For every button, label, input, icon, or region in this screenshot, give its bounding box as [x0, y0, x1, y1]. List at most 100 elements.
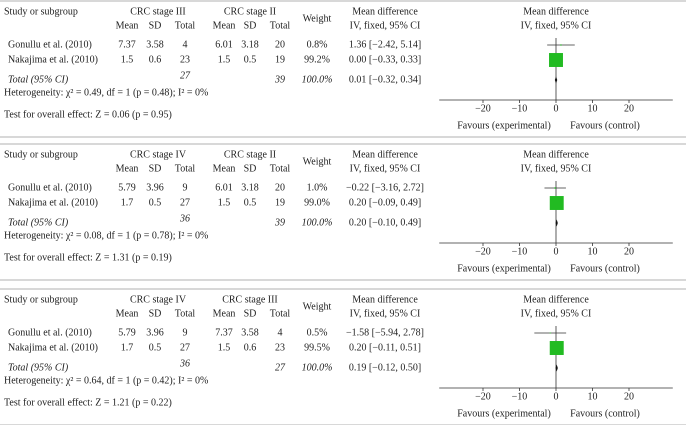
stat-cell: 3.96 — [146, 327, 164, 338]
stat-cell: 23 — [275, 342, 285, 353]
total-n: 27 — [180, 70, 191, 81]
stat-cell: 3.96 — [146, 182, 164, 193]
x-tick-label: 10 — [588, 246, 598, 257]
stat-cell: 19 — [275, 197, 285, 208]
md-header: Mean difference — [352, 294, 418, 305]
column-header: Mean — [213, 20, 236, 31]
total-weight: 100.0% — [302, 74, 333, 85]
x-tick-label: −20 — [475, 391, 491, 402]
md-header: Mean difference — [352, 149, 418, 160]
stat-cell: 20 — [275, 39, 285, 50]
overall-effect: Test for overall effect: Z = 1.31 (p = 0… — [4, 252, 172, 263]
stat-cell: 4 — [278, 327, 283, 338]
stat-cell: 5.79 — [118, 327, 136, 338]
group-header: CRC stage IV — [130, 294, 187, 305]
column-header: Mean — [213, 163, 236, 174]
total-n: 36 — [179, 213, 190, 224]
x-tick-label: −10 — [512, 103, 528, 114]
ci-cell: −0.22 [−3.16, 2.72] — [346, 182, 424, 193]
favours-label: Favours (control) — [570, 263, 640, 274]
group-header: CRC stage IV — [130, 149, 187, 160]
weight-header: Weight — [303, 156, 332, 167]
forest-panel: Study or subgroup CRC stage IV CRC stage I… — [0, 143, 686, 281]
column-header: SD — [149, 163, 162, 174]
stat-cell: 19 — [275, 54, 285, 65]
stat-cell: 6.01 — [215, 182, 233, 193]
total-label: Total (95% CI) — [8, 362, 69, 373]
column-header: SD — [244, 163, 257, 174]
plot-header: Mean difference — [523, 149, 589, 160]
favours-label: Favours (experimental) — [457, 263, 551, 274]
md-header: IV, fixed, 95% CI — [350, 308, 421, 319]
forest-panel: Study or subgroup CRC stage IV CRC stage I… — [0, 288, 686, 425]
weight-square — [549, 196, 564, 210]
stat-cell: 9 — [183, 182, 188, 193]
md-header: IV, fixed, 95% CI — [350, 163, 421, 174]
study-header: Study or subgroup — [4, 149, 78, 160]
stat-cell: 3.58 — [146, 39, 164, 50]
total-label: Total (95% CI) — [8, 74, 69, 85]
stat-cell: 1.7 — [121, 342, 134, 353]
favours-label: Favours (experimental) — [457, 120, 551, 131]
group-header: CRC stage II — [224, 6, 276, 17]
group-header: CRC stage III — [130, 6, 186, 17]
column-header: SD — [149, 20, 162, 31]
total-diamond — [554, 76, 558, 84]
column-header: Total — [270, 163, 291, 174]
study-name: Gonullu et al. (2010) — [8, 182, 92, 193]
weight-square — [549, 341, 564, 355]
stat-cell: 3.58 — [241, 327, 259, 338]
total-diamond — [555, 364, 558, 372]
study-name: Nakajima et al. (2010) — [8, 54, 98, 65]
study-name: Nakajima et al. (2010) — [8, 342, 98, 353]
plot-header: IV, fixed, 95% CI — [521, 308, 592, 319]
weight-cell: 99.2% — [304, 54, 330, 65]
weight-header: Weight — [303, 13, 332, 24]
stat-cell: 0.5 — [244, 54, 257, 65]
total-weight: 100.0% — [302, 362, 333, 373]
x-tick-label: −10 — [512, 246, 528, 257]
stat-cell: 0.5 — [149, 197, 162, 208]
column-header: Mean — [116, 163, 139, 174]
column-header: Mean — [116, 308, 139, 319]
x-tick-label: 0 — [554, 103, 559, 114]
favours-label: Favours (experimental) — [457, 408, 551, 419]
column-header: Total — [175, 308, 196, 319]
x-tick-label: 20 — [624, 391, 634, 402]
stat-cell: 0.5 — [244, 197, 257, 208]
x-tick-label: 10 — [588, 391, 598, 402]
total-n: 27 — [275, 362, 286, 373]
md-header: Mean difference — [352, 6, 418, 17]
x-tick-label: −20 — [475, 103, 491, 114]
forest-panel: Study or subgroup CRC stage III CRC stage … — [0, 0, 686, 138]
ci-cell: 0.20 [−0.09, 0.49] — [349, 197, 421, 208]
stat-cell: 0.6 — [149, 54, 162, 65]
ci-cell: −1.58 [−5.94, 2.78] — [346, 327, 424, 338]
column-header: Total — [270, 20, 291, 31]
stat-cell: 1.5 — [121, 54, 134, 65]
stat-cell: 1.7 — [121, 197, 134, 208]
column-header: Total — [270, 308, 291, 319]
weight-square — [554, 187, 556, 189]
total-diamond — [555, 219, 558, 227]
column-header: SD — [244, 20, 257, 31]
x-tick-label: 10 — [588, 103, 598, 114]
stat-cell: 4 — [183, 39, 188, 50]
weight-cell: 1.0% — [307, 182, 328, 193]
ci-cell: 0.20 [−0.11, 0.51] — [349, 342, 421, 353]
total-weight: 100.0% — [302, 217, 333, 228]
column-header: Mean — [213, 308, 236, 319]
stat-cell: 3.18 — [241, 39, 259, 50]
total-ci: 0.20 [−0.10, 0.49] — [349, 217, 421, 228]
column-header: Total — [175, 163, 196, 174]
stat-cell: 5.79 — [118, 182, 136, 193]
total-ci: 0.19 [−0.12, 0.50] — [349, 362, 421, 373]
favours-label: Favours (control) — [570, 408, 640, 419]
stat-cell: 20 — [275, 182, 285, 193]
column-header: Mean — [116, 20, 139, 31]
stat-cell: 1.5 — [218, 197, 231, 208]
ci-cell: 1.36 [−2.42, 5.14] — [349, 39, 421, 50]
total-n: 39 — [274, 217, 285, 228]
weight-cell: 99.5% — [304, 342, 330, 353]
md-header: IV, fixed, 95% CI — [350, 20, 421, 31]
